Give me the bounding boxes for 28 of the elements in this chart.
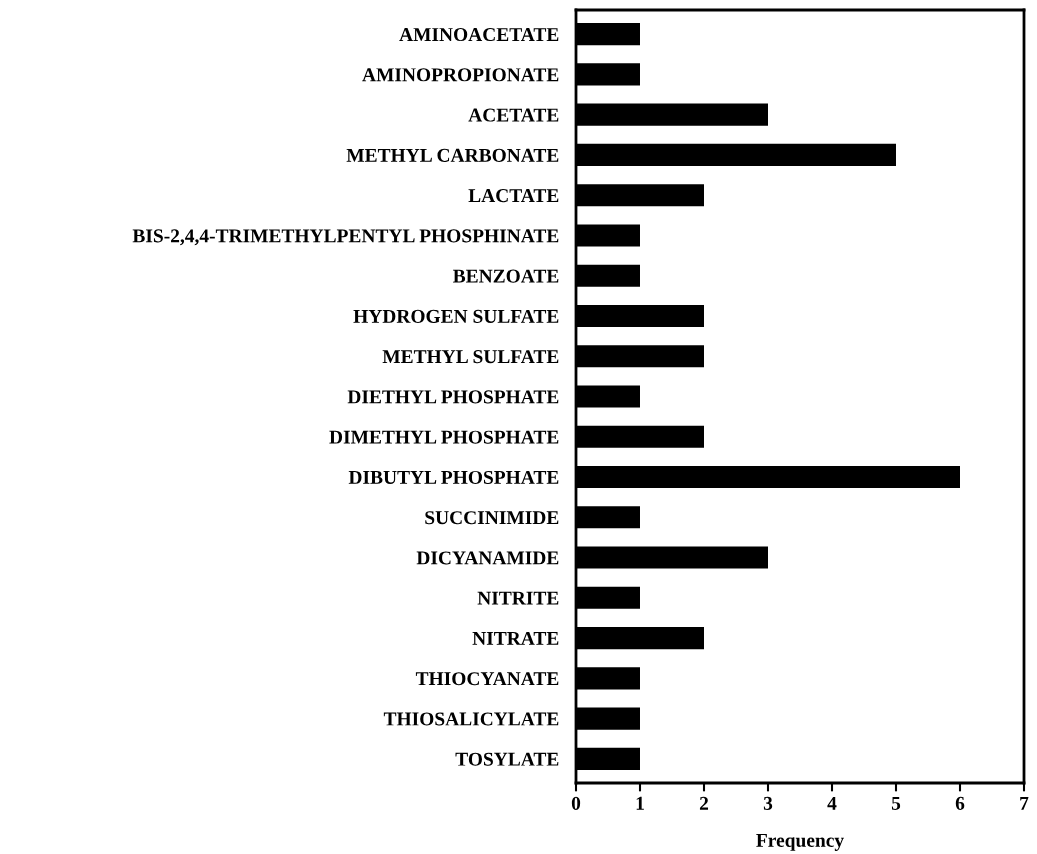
y-tick-label: DIBUTYL PHOSPHATE — [348, 470, 559, 484]
x-tick-label: 2 — [699, 796, 709, 810]
y-tick-label: BIS-2,4,4-TRIMETHYLPENTYL PHOSPHINATE — [132, 229, 559, 246]
x-tick-label: 1 — [636, 796, 644, 810]
y-tick-label: SUCCINIMIDE — [425, 511, 559, 525]
y-tick-label: HYDROGEN SULFATE — [353, 309, 559, 323]
x-axis-title: Frequency — [756, 833, 844, 851]
y-tick-label: LACTATE — [468, 189, 559, 203]
y-tick-label: BENZOATE — [453, 269, 559, 283]
y-tick-label: TOSYLATE — [455, 752, 559, 766]
x-tick-label: 0 — [571, 796, 581, 810]
x-tick-label: 7 — [1020, 796, 1029, 810]
y-tick-label: AMINOACETATE — [399, 28, 559, 42]
x-tick-label: 6 — [955, 796, 965, 810]
y-tick-label: THIOCYANATE — [415, 672, 559, 686]
y-tick-label: DIETHYL PHOSPHATE — [347, 390, 559, 404]
x-tick-label: 4 — [827, 796, 837, 810]
y-tick-label: NITRATE — [472, 631, 559, 645]
y-tick-label: THIOSALICYLATE — [383, 712, 559, 726]
x-tick-label: 5 — [891, 796, 901, 810]
y-tick-label: DIMETHYL PHOSPHATE — [329, 430, 559, 444]
y-tick-label: DICYANAMIDE — [416, 551, 559, 565]
y-tick-label: NITRITE — [477, 591, 559, 605]
y-tick-label: METHYL CARBONATE — [346, 148, 559, 162]
x-tick-label: 3 — [763, 796, 773, 810]
y-tick-label: AMINOPROPIONATE — [362, 68, 559, 82]
y-tick-label: ACETATE — [468, 108, 559, 122]
y-tick-label: METHYL SULFATE — [382, 350, 559, 364]
